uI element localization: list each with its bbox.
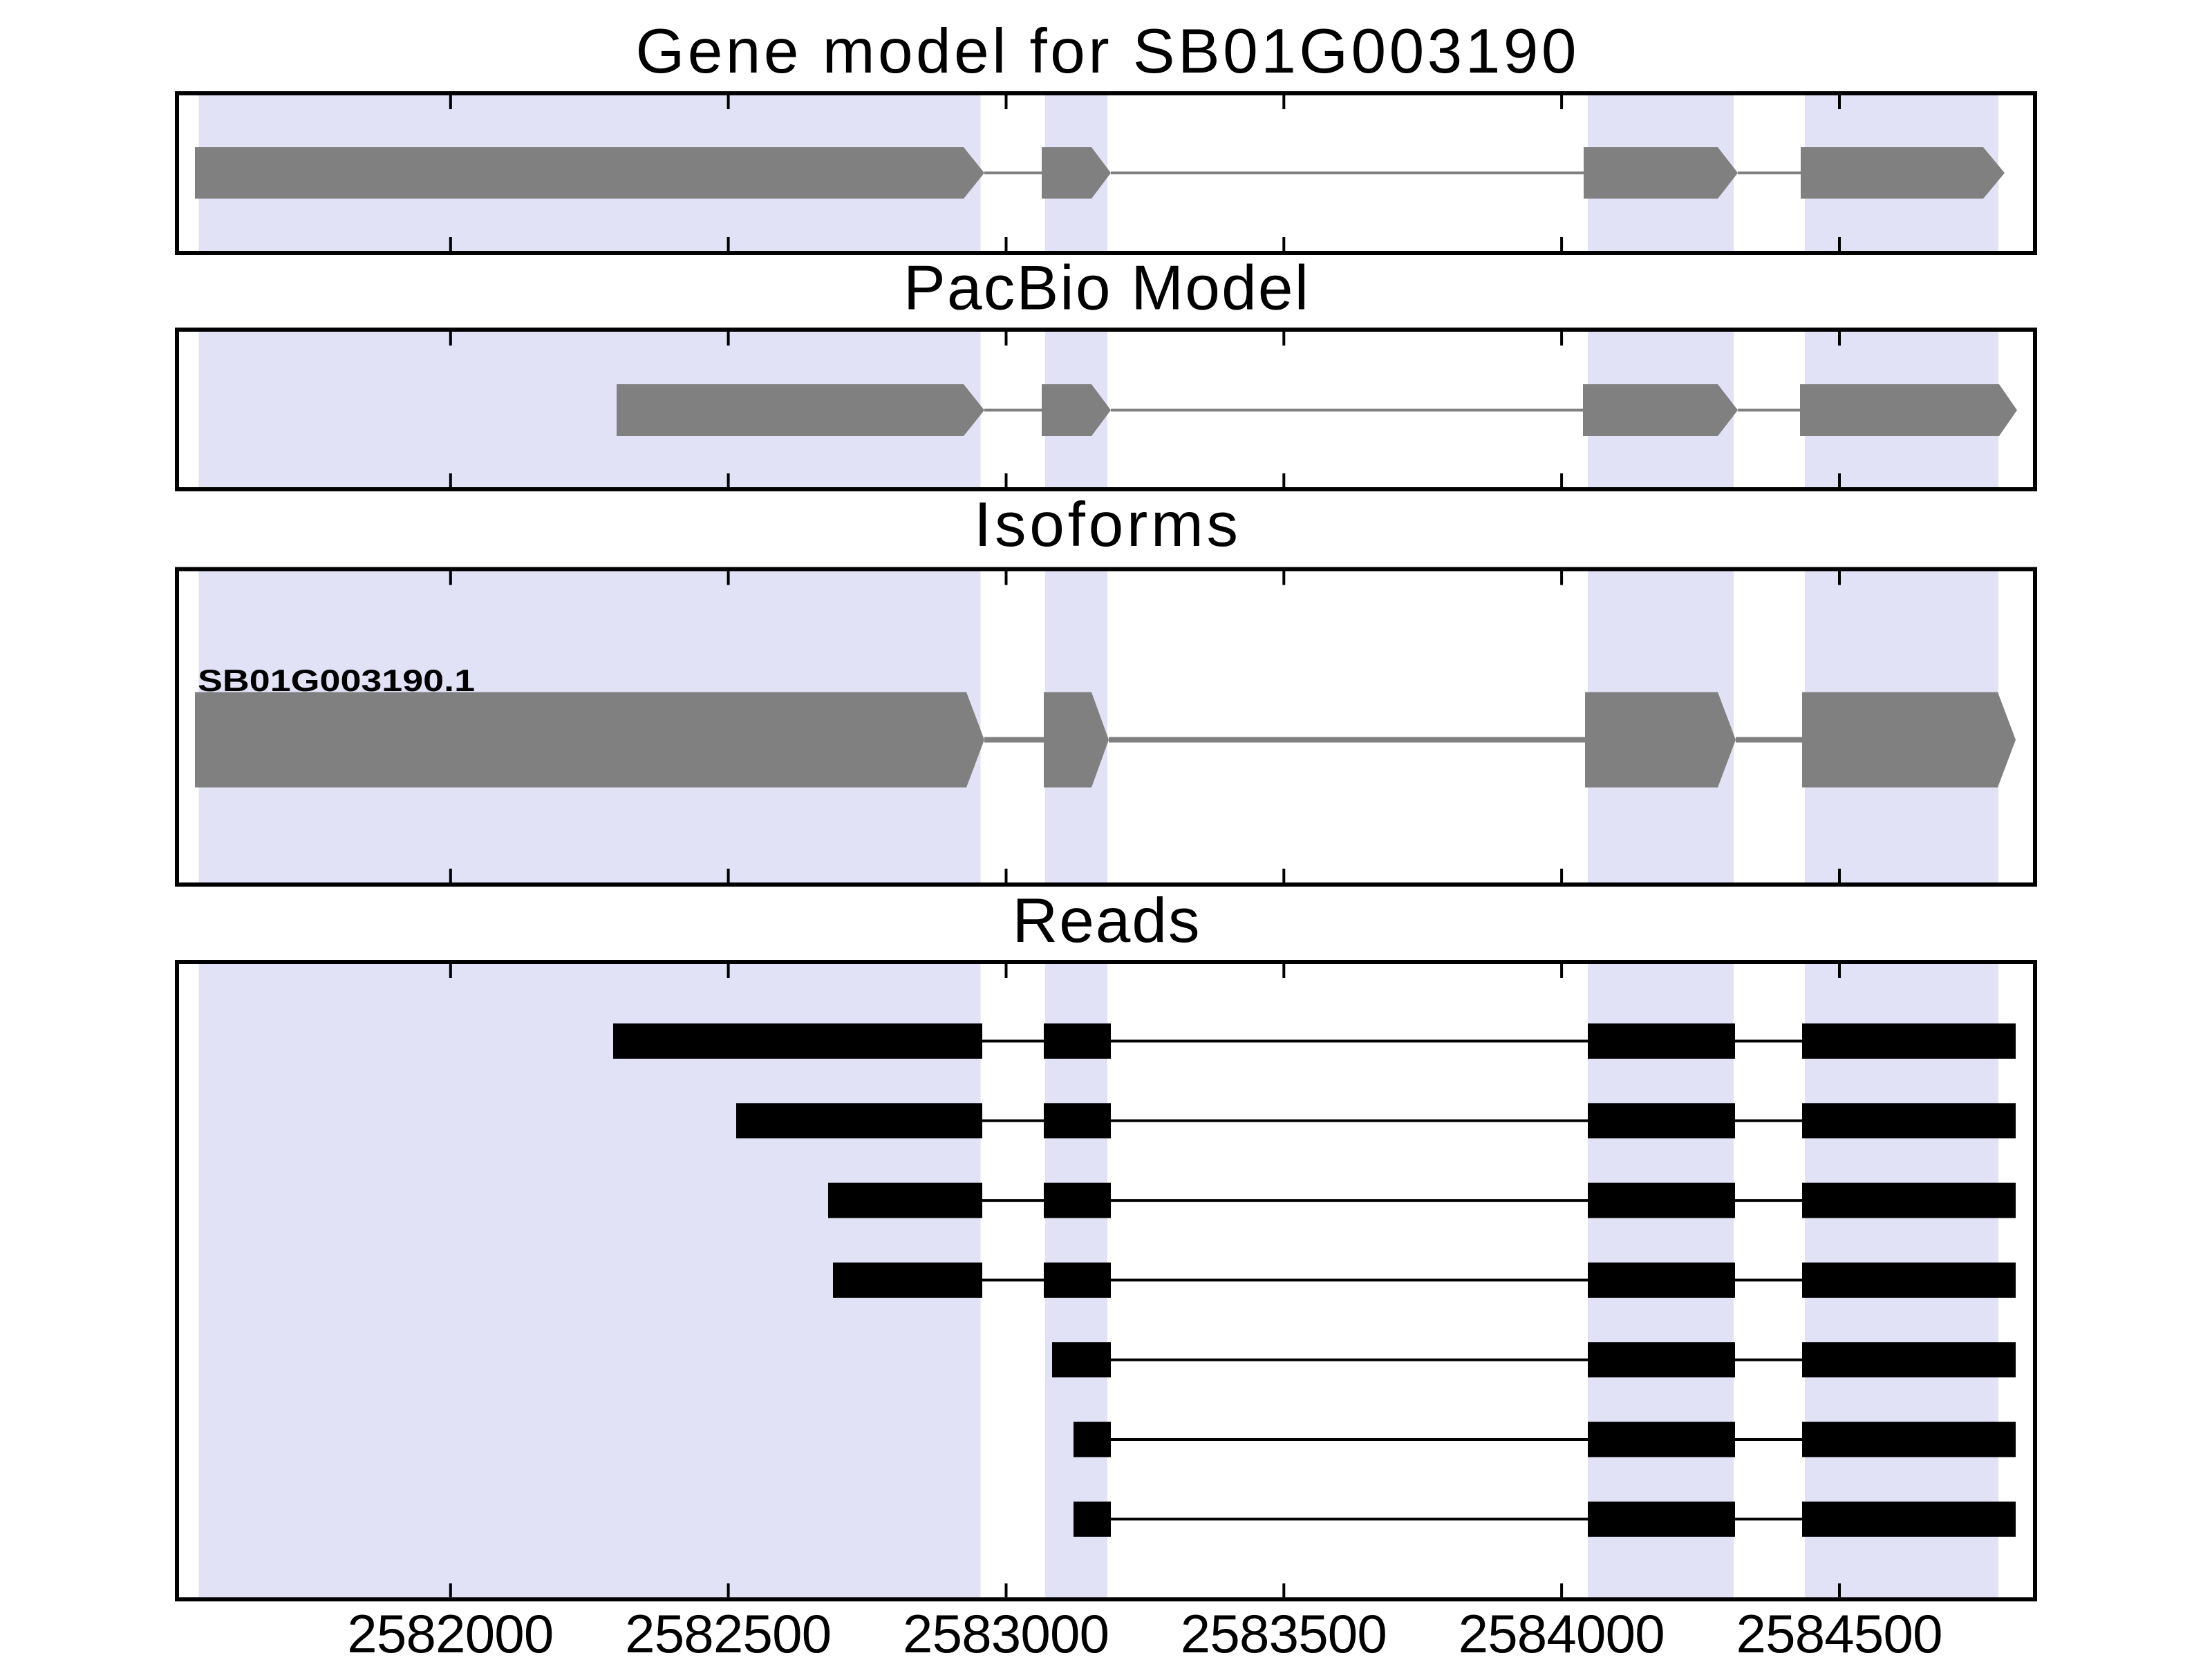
- svg-text:2583500: 2583500: [1181, 1603, 1387, 1659]
- svg-text:Reads: Reads: [1013, 886, 1200, 956]
- svg-text:Gene model for SB01G003190: Gene model for SB01G003190: [636, 17, 1577, 86]
- svg-text:Isoforms: Isoforms: [974, 490, 1238, 560]
- svg-text:PacBio Model: PacBio Model: [903, 254, 1309, 323]
- svg-text:2584500: 2584500: [1736, 1603, 1943, 1659]
- svg-text:SB01G003190.1: SB01G003190.1: [198, 663, 475, 698]
- svg-text:2583000: 2583000: [903, 1603, 1109, 1659]
- svg-text:2584000: 2584000: [1459, 1603, 1665, 1659]
- svg-text:2582000: 2582000: [347, 1603, 554, 1659]
- svg-text:2582500: 2582500: [625, 1603, 832, 1659]
